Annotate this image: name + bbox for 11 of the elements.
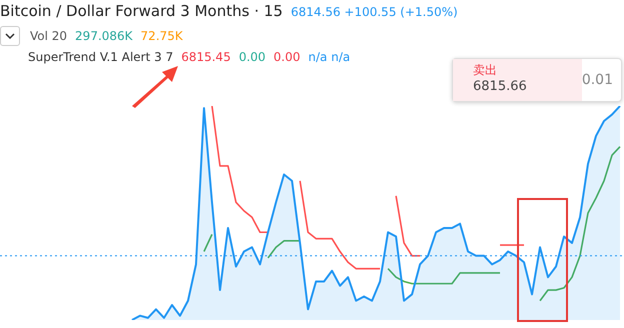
text: SuperTrend V.1 Alert 3 7 bbox=[28, 50, 174, 64]
text: Vol 20 bbox=[30, 29, 68, 43]
text: 6814.56 +100.55 (+1.50%) bbox=[290, 5, 458, 19]
text: 297.086K bbox=[75, 29, 133, 43]
text: 6815.45 bbox=[181, 50, 231, 64]
order-panel: 卖出 6815.66 0.01 bbox=[452, 58, 622, 102]
chart-title: Bitcoin / Dollar Forward 3 Months · 15 bbox=[0, 2, 283, 20]
text: 0.00 bbox=[238, 50, 266, 64]
text: 0.00 bbox=[274, 50, 300, 64]
text: n/a n/a bbox=[308, 50, 350, 64]
text: 72.75K bbox=[140, 29, 183, 43]
